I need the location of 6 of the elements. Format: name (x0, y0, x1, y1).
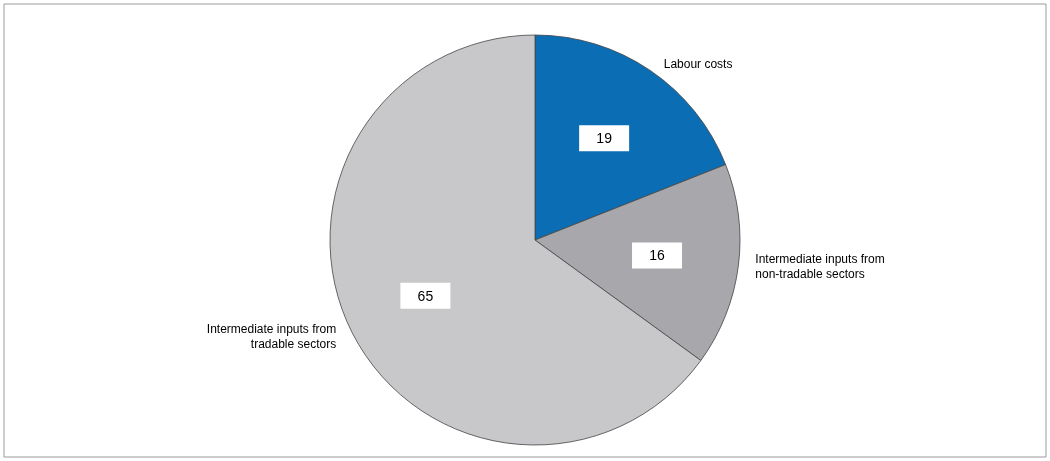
slice-label: Intermediate inputs from non-tradable sectors (755, 252, 885, 282)
data-label: 16 (649, 247, 666, 264)
slice-label: Labour costs (663, 56, 733, 71)
data-label: 19 (596, 130, 613, 147)
data-label: 65 (417, 287, 434, 304)
slice-label: Intermediate inputs from tradable sectors (206, 322, 337, 352)
